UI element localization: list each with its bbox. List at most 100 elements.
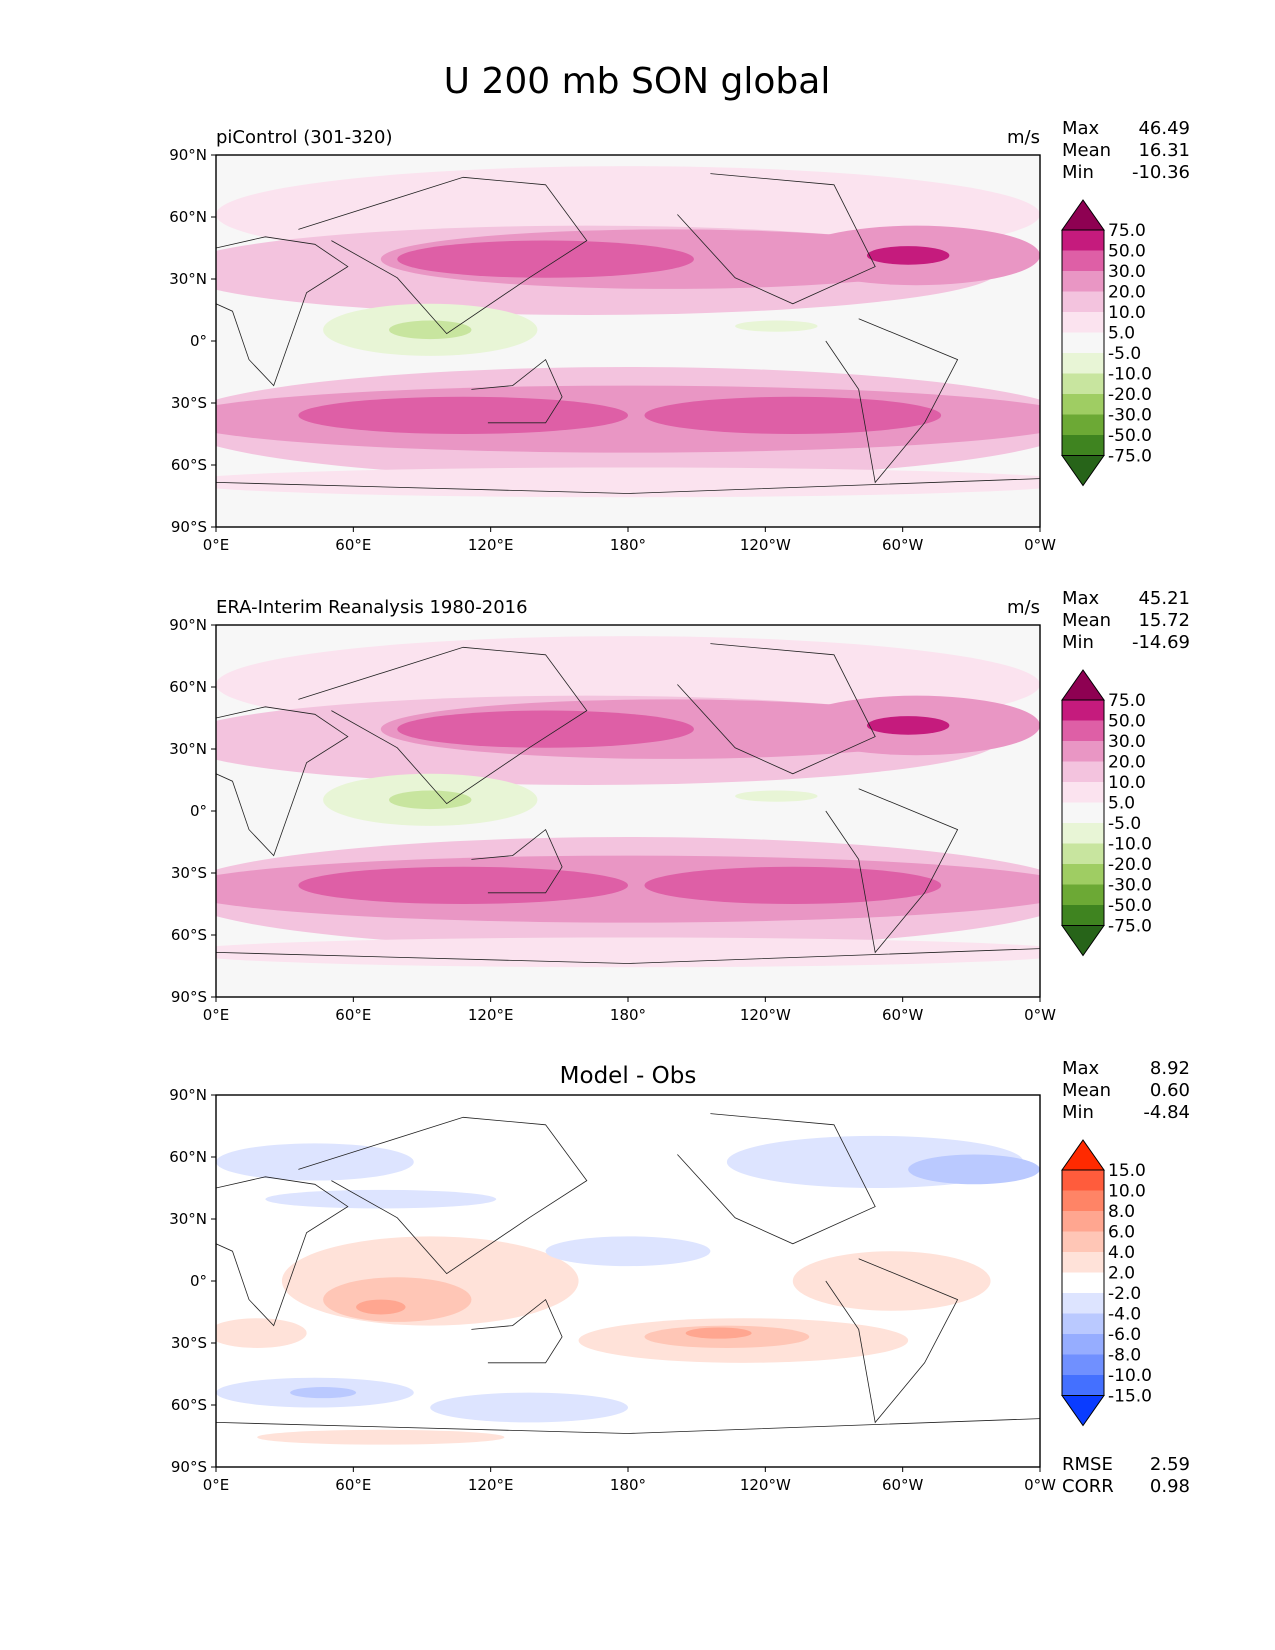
colorbar-label: 15.0	[1108, 1161, 1146, 1181]
coastline	[471, 1298, 563, 1364]
colorbar-swatch	[1062, 250, 1104, 271]
lon-tick-label: 180°	[610, 536, 646, 554]
colorbar-label: -50.0	[1108, 426, 1152, 446]
colorbar-label: -50.0	[1108, 896, 1152, 916]
coastline	[677, 643, 876, 775]
stat-value: 45.21	[1138, 588, 1190, 609]
colorbar-label: -20.0	[1108, 855, 1152, 875]
stat-value: -14.69	[1132, 632, 1190, 653]
lon-tick-label: 120°W	[740, 1476, 791, 1494]
colorbar-label: -10.0	[1108, 1366, 1152, 1386]
coastline	[216, 478, 1040, 494]
panel-title: ERA-Interim Reanalysis 1980-2016	[216, 597, 528, 618]
stat-label: Max	[1062, 588, 1100, 609]
lat-tick-label: 30°N	[169, 1210, 207, 1228]
contour-region	[216, 937, 1040, 968]
contour-region	[735, 790, 818, 802]
colorbar-label: -2.0	[1108, 1284, 1141, 1304]
contour-region	[298, 396, 628, 434]
colorbar-label: 50.0	[1108, 242, 1146, 262]
stat-value: 15.72	[1138, 610, 1190, 631]
lat-tick-label: 60°N	[169, 208, 207, 226]
colorbar-label: -4.0	[1108, 1305, 1141, 1325]
stat-label: Mean	[1062, 140, 1111, 161]
colorbar-swatch	[1062, 394, 1104, 415]
colorbar-frame	[1061, 699, 1105, 926]
contour-region	[545, 1236, 711, 1267]
colorbar-swatch	[1062, 1231, 1104, 1252]
lon-tick-label: 0°E	[203, 536, 230, 554]
colorbar-label: -30.0	[1108, 876, 1152, 896]
lat-tick-label: 0°	[190, 802, 207, 820]
colorbar-extend-max	[1061, 199, 1105, 231]
colorbar-label: 5.0	[1108, 794, 1135, 814]
stat-label: Mean	[1062, 1080, 1111, 1101]
colorbar-swatch	[1062, 230, 1104, 251]
stat-label: Min	[1062, 162, 1094, 183]
colorbar-swatch	[1062, 435, 1104, 456]
contour-region	[397, 710, 694, 748]
stat-value: -10.36	[1132, 162, 1190, 183]
colorbar-swatch	[1062, 414, 1104, 435]
colorbar-label: 6.0	[1108, 1223, 1135, 1243]
lon-tick-label: 120°E	[468, 1006, 514, 1024]
lon-tick-label: 60°W	[882, 1476, 924, 1494]
coastline	[216, 1176, 349, 1327]
contour-region	[644, 396, 942, 434]
stat-value: 2.59	[1150, 1454, 1190, 1475]
colorbar-swatch	[1062, 1170, 1104, 1191]
colorbar-swatch	[1062, 864, 1104, 885]
lat-tick-label: 0°	[190, 332, 207, 350]
lon-tick-label: 0°E	[203, 1006, 230, 1024]
lon-tick-label: 60°W	[882, 536, 924, 554]
colorbar-label: 2.0	[1108, 1264, 1135, 1284]
colorbar-label: 30.0	[1108, 732, 1146, 752]
lat-tick-label: 30°N	[169, 740, 207, 758]
colorbar-swatch	[1062, 823, 1104, 844]
colorbar-label: 75.0	[1108, 691, 1146, 711]
colorbar-label: -30.0	[1108, 406, 1152, 426]
colorbar-label: 4.0	[1108, 1243, 1135, 1263]
colorbar-label: -75.0	[1108, 447, 1152, 467]
colorbar-swatch	[1062, 720, 1104, 741]
colorbar-label: -10.0	[1108, 365, 1152, 385]
lat-tick-label: 30°S	[171, 1334, 207, 1352]
colorbar-swatch	[1062, 782, 1104, 803]
lat-tick-label: 60°S	[171, 1396, 207, 1414]
lat-tick-label: 90°S	[171, 1458, 207, 1476]
lon-tick-label: 120°E	[468, 536, 514, 554]
stat-label: CORR	[1062, 1476, 1114, 1497]
contour-region	[356, 1299, 406, 1315]
colorbar-label: -10.0	[1108, 835, 1152, 855]
stat-value: 0.98	[1150, 1476, 1190, 1497]
colorbar: 75.050.030.020.010.05.0-5.0-10.0-20.0-30…	[1061, 199, 1152, 487]
colorbar-extend-max	[1061, 669, 1105, 701]
colorbar-label: -20.0	[1108, 385, 1152, 405]
colorbar-swatch	[1062, 700, 1104, 721]
stat-value: 0.60	[1150, 1080, 1190, 1101]
colorbar-swatch	[1062, 1334, 1104, 1355]
contour-region	[298, 866, 628, 905]
map-field	[216, 155, 1040, 527]
colorbar-swatch	[1062, 1293, 1104, 1314]
lon-tick-label: 60°E	[335, 536, 371, 554]
lon-tick-label: 0°W	[1024, 1006, 1056, 1024]
figure-title: U 200 mb SON global	[444, 61, 831, 102]
contour-region	[290, 1387, 357, 1399]
lat-tick-label: 30°S	[171, 864, 207, 882]
colorbar-swatch	[1062, 1313, 1104, 1334]
coastline	[825, 1258, 959, 1424]
colorbar-frame	[1061, 1169, 1105, 1396]
contour-region	[792, 1251, 991, 1311]
contour-region	[644, 866, 942, 905]
contour-region	[265, 1189, 497, 1209]
colorbar-swatch	[1062, 905, 1104, 926]
panel-units: m/s	[1007, 127, 1040, 148]
lon-tick-label: 180°	[610, 1476, 646, 1494]
coastline	[216, 1418, 1040, 1434]
lon-tick-label: 0°W	[1024, 1476, 1056, 1494]
colorbar-frame	[1061, 229, 1105, 456]
lat-tick-label: 90°N	[169, 146, 207, 164]
colorbar-label: 30.0	[1108, 262, 1146, 282]
lat-tick-label: 30°S	[171, 394, 207, 412]
